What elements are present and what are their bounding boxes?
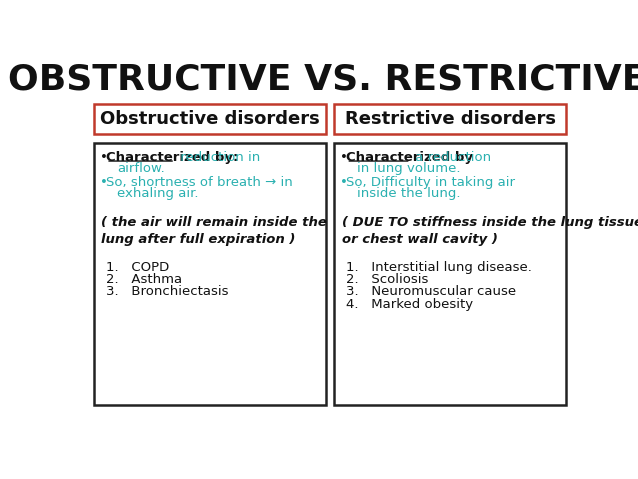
Text: So, shortness of breath → in: So, shortness of breath → in xyxy=(106,176,293,189)
Text: 1.   Interstitial lung disease.: 1. Interstitial lung disease. xyxy=(346,261,532,274)
Text: 4.   Marked obesity: 4. Marked obesity xyxy=(346,298,473,311)
Text: in lung volume.: in lung volume. xyxy=(357,162,461,175)
Text: reduction in: reduction in xyxy=(176,151,260,164)
Text: •: • xyxy=(100,151,108,164)
FancyBboxPatch shape xyxy=(334,143,567,405)
Text: Characterized by:: Characterized by: xyxy=(106,151,239,164)
Text: OBSTRUCTIVE VS. RESTRICTIVE: OBSTRUCTIVE VS. RESTRICTIVE xyxy=(8,63,638,97)
Text: 3.   Bronchiectasis: 3. Bronchiectasis xyxy=(106,285,228,298)
Text: a reduction: a reduction xyxy=(412,151,491,164)
FancyBboxPatch shape xyxy=(94,143,326,405)
Text: •: • xyxy=(340,176,348,189)
FancyBboxPatch shape xyxy=(94,104,326,134)
Text: 2.   Scoliosis: 2. Scoliosis xyxy=(346,273,429,286)
Text: airflow.: airflow. xyxy=(117,162,165,175)
Text: Obstructive disorders: Obstructive disorders xyxy=(100,110,320,128)
Text: ( DUE TO stiffness inside the lung tissue
or chest wall cavity ): ( DUE TO stiffness inside the lung tissu… xyxy=(342,216,638,246)
Text: •: • xyxy=(100,176,108,189)
Text: Characterized by: Characterized by xyxy=(346,151,473,164)
Text: ( the air will remain inside the
lung after full expiration ): ( the air will remain inside the lung af… xyxy=(101,216,327,246)
Text: 2.   Asthma: 2. Asthma xyxy=(106,273,182,286)
Text: Restrictive disorders: Restrictive disorders xyxy=(345,110,556,128)
Text: exhaling air.: exhaling air. xyxy=(117,187,198,200)
FancyBboxPatch shape xyxy=(334,104,567,134)
Text: 1.   COPD: 1. COPD xyxy=(106,261,169,274)
Text: •: • xyxy=(340,151,348,164)
Text: 3.   Neuromuscular cause: 3. Neuromuscular cause xyxy=(346,285,517,298)
Text: inside the lung.: inside the lung. xyxy=(357,187,461,200)
Text: So, Difficulty in taking air: So, Difficulty in taking air xyxy=(346,176,516,189)
